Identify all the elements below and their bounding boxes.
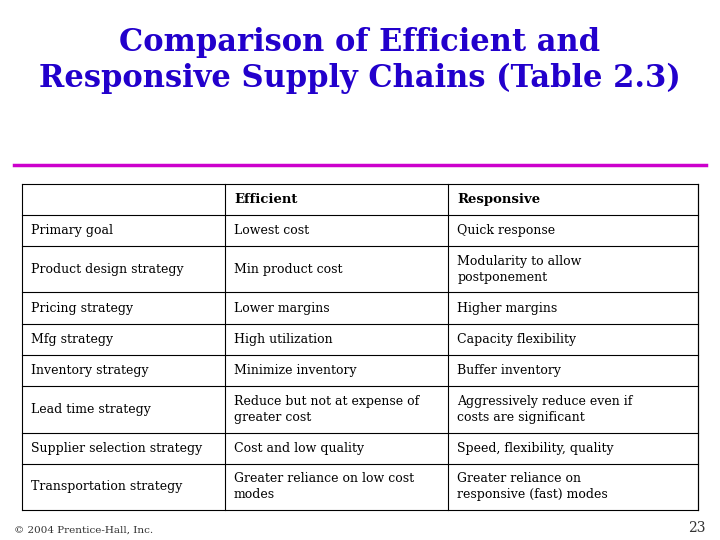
Text: Buffer inventory: Buffer inventory — [457, 364, 562, 377]
Text: Transportation strategy: Transportation strategy — [31, 481, 182, 494]
Text: Higher margins: Higher margins — [457, 301, 557, 315]
Text: Lead time strategy: Lead time strategy — [31, 403, 150, 416]
Text: Modularity to allow
postponement: Modularity to allow postponement — [457, 255, 582, 284]
Text: Comparison of Efficient and
Responsive Supply Chains (Table 2.3): Comparison of Efficient and Responsive S… — [39, 27, 681, 94]
Text: Supplier selection strategy: Supplier selection strategy — [31, 442, 202, 455]
Text: Lower margins: Lower margins — [234, 301, 330, 315]
Text: © 2004 Prentice-Hall, Inc.: © 2004 Prentice-Hall, Inc. — [14, 525, 153, 535]
Text: Quick response: Quick response — [457, 224, 555, 237]
Text: Aggressively reduce even if
costs are significant: Aggressively reduce even if costs are si… — [457, 395, 633, 424]
Text: Lowest cost: Lowest cost — [234, 224, 309, 237]
Text: Reduce but not at expense of
greater cost: Reduce but not at expense of greater cos… — [234, 395, 419, 424]
Text: Primary goal: Primary goal — [31, 224, 113, 237]
Text: Inventory strategy: Inventory strategy — [31, 364, 148, 377]
Text: Pricing strategy: Pricing strategy — [31, 301, 133, 315]
Text: High utilization: High utilization — [234, 333, 333, 346]
Text: Greater reliance on low cost
modes: Greater reliance on low cost modes — [234, 472, 414, 502]
Text: Efficient: Efficient — [234, 193, 297, 206]
Text: Cost and low quality: Cost and low quality — [234, 442, 364, 455]
Text: Min product cost: Min product cost — [234, 262, 343, 275]
Text: Greater reliance on
responsive (fast) modes: Greater reliance on responsive (fast) mo… — [457, 472, 608, 502]
Text: Minimize inventory: Minimize inventory — [234, 364, 356, 377]
Text: 23: 23 — [688, 521, 706, 535]
Text: Responsive: Responsive — [457, 193, 541, 206]
Text: Product design strategy: Product design strategy — [31, 262, 184, 275]
Text: Capacity flexibility: Capacity flexibility — [457, 333, 577, 346]
Text: Mfg strategy: Mfg strategy — [31, 333, 113, 346]
Text: Speed, flexibility, quality: Speed, flexibility, quality — [457, 442, 614, 455]
